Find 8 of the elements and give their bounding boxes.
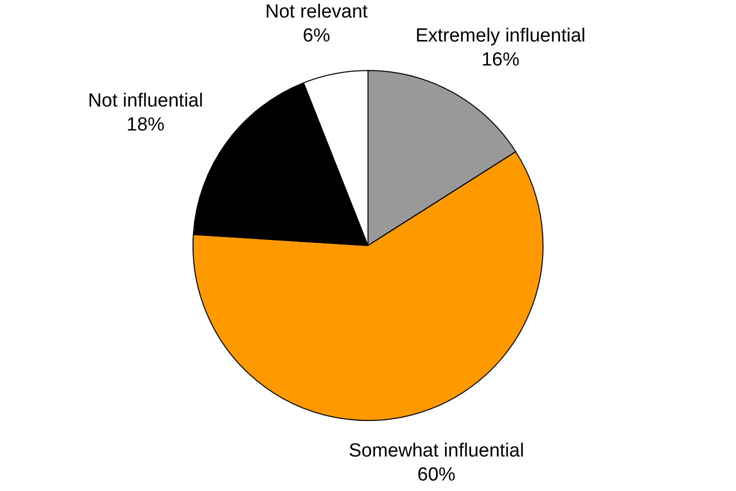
data-label: 16%: [481, 50, 520, 71]
data-label: 18%: [126, 114, 165, 136]
data-label: 60%: [417, 464, 456, 486]
slice-label: Not influential: [88, 90, 204, 112]
slice-label: Extremely influential: [415, 26, 586, 47]
slice-label: Not relevant: [265, 2, 368, 23]
slice-label: Somewhat influential: [348, 440, 524, 462]
data-label: 6%: [302, 26, 330, 47]
